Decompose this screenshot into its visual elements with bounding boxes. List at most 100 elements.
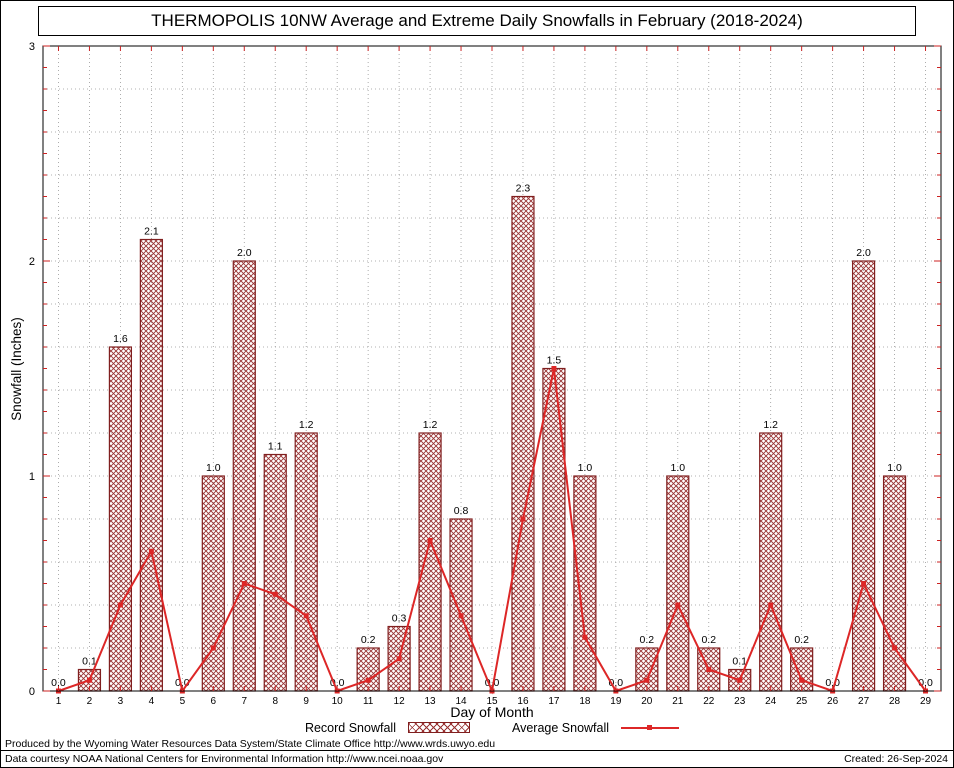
record-bar bbox=[573, 475, 597, 692]
y-tick-labels: 0 1 2 3 bbox=[29, 41, 35, 698]
x-tick-label: 12 bbox=[394, 696, 406, 707]
record-bar bbox=[139, 238, 163, 692]
record-bar bbox=[666, 475, 690, 692]
bar-value-label: 1.0 bbox=[887, 462, 902, 474]
x-tick-label: 2 bbox=[87, 696, 93, 707]
average-point bbox=[117, 602, 123, 608]
average-point bbox=[768, 602, 774, 608]
x-tick-label: 9 bbox=[303, 696, 309, 707]
y-tick-label: 2 bbox=[29, 256, 35, 268]
x-tick-label: 19 bbox=[610, 696, 622, 707]
x-tick-labels: 1 2 3 4 5 6 7 8 9 10 11 12 13 14 15 16 17 18 19 20 21 22 23 24 2… bbox=[56, 696, 932, 707]
bar-value-label: 2.3 bbox=[516, 183, 531, 195]
x-tick-label: 20 bbox=[641, 696, 653, 707]
record-bar bbox=[511, 195, 535, 692]
x-tick-label: 16 bbox=[517, 696, 529, 707]
average-point bbox=[365, 677, 371, 683]
x-tick-label: 15 bbox=[486, 696, 498, 707]
record-bar bbox=[108, 346, 133, 692]
x-tick-label: 10 bbox=[332, 696, 344, 707]
bar-value-label: 1.0 bbox=[670, 462, 685, 474]
bar-value-label: 1.2 bbox=[763, 419, 778, 431]
record-bar bbox=[449, 518, 473, 692]
bar-value-label: 2.0 bbox=[856, 247, 871, 259]
x-tick-label: 13 bbox=[425, 696, 437, 707]
bar-value-label: 0.0 bbox=[51, 677, 66, 689]
y-tick-label: 1 bbox=[29, 471, 35, 483]
legend: Record Snowfall Average Snowfall bbox=[43, 720, 941, 735]
y-tick-label: 3 bbox=[29, 41, 35, 53]
legend-point-marker bbox=[647, 725, 653, 730]
y-tick-label: 0 bbox=[29, 686, 35, 698]
x-tick-label: 25 bbox=[796, 696, 808, 707]
legend-record-swatch bbox=[407, 722, 470, 733]
average-point bbox=[675, 602, 681, 608]
bar-value-label: 1.2 bbox=[299, 419, 314, 431]
average-point bbox=[427, 538, 433, 543]
footer-created-date: Created: 26-Sep-2024 bbox=[844, 753, 948, 765]
footer-divider bbox=[1, 750, 953, 751]
x-axis-label: Day of Month bbox=[450, 704, 534, 720]
x-tick-label: 21 bbox=[672, 696, 684, 707]
bar-value-label: 1.1 bbox=[268, 441, 283, 453]
bar-value-label: 0.1 bbox=[82, 656, 97, 668]
y-axis-label: Snowfall (Inches) bbox=[9, 317, 24, 421]
average-point bbox=[241, 581, 247, 586]
x-tick-label: 26 bbox=[827, 696, 839, 707]
record-bars bbox=[77, 195, 907, 692]
bar-value-label: 1.2 bbox=[423, 419, 438, 431]
footer-data-courtesy: Data courtesy NOAA National Centers for … bbox=[5, 753, 444, 765]
average-point bbox=[458, 613, 464, 619]
x-tick-label: 17 bbox=[548, 696, 560, 707]
average-point bbox=[737, 677, 743, 683]
record-bar bbox=[759, 432, 783, 692]
legend-average-label: Average Snowfall bbox=[511, 720, 610, 735]
x-tick-label: 1 bbox=[56, 696, 62, 707]
record-bar bbox=[418, 432, 442, 692]
x-tick-label: 22 bbox=[703, 696, 715, 707]
bar-value-label: 1.5 bbox=[547, 355, 562, 367]
bar-value-label: 0.2 bbox=[794, 634, 809, 646]
bar-value-label: 0.3 bbox=[392, 613, 407, 625]
bar-value-label: 1.0 bbox=[578, 462, 593, 474]
record-bar bbox=[790, 647, 814, 692]
gridlines bbox=[43, 46, 941, 691]
x-tick-label: 3 bbox=[118, 696, 124, 707]
average-point bbox=[520, 516, 526, 522]
x-tick-label: 29 bbox=[920, 696, 932, 707]
x-tick-label: 14 bbox=[455, 696, 467, 707]
legend-spacer bbox=[482, 727, 500, 728]
average-point bbox=[148, 548, 154, 554]
x-tick-label: 7 bbox=[241, 696, 247, 707]
record-bar bbox=[635, 647, 659, 692]
average-point bbox=[799, 677, 805, 683]
average-point bbox=[272, 591, 278, 597]
record-bar bbox=[851, 260, 876, 692]
average-point bbox=[86, 677, 92, 683]
bar-value-label: 0.2 bbox=[361, 634, 376, 646]
axis-ticks bbox=[43, 45, 941, 692]
x-tick-label: 28 bbox=[889, 696, 901, 707]
record-bar bbox=[542, 367, 566, 692]
average-point bbox=[303, 613, 309, 619]
record-bar bbox=[356, 647, 380, 692]
x-tick-label: 6 bbox=[211, 696, 217, 707]
x-tick-label: 8 bbox=[272, 696, 278, 707]
bar-value-label: 1.0 bbox=[206, 462, 221, 474]
legend-average-swatch bbox=[621, 722, 680, 733]
bar-value-label: 0.2 bbox=[640, 634, 655, 646]
bar-value-label: 2.0 bbox=[237, 247, 252, 259]
average-point bbox=[892, 645, 898, 651]
average-point bbox=[396, 656, 402, 662]
bar-value-label: 1.6 bbox=[113, 333, 128, 345]
average-point bbox=[644, 677, 650, 683]
average-point bbox=[210, 645, 216, 651]
record-bar bbox=[232, 260, 256, 692]
chart-title: THERMOPOLIS 10NW Average and Extreme Dai… bbox=[38, 6, 916, 36]
x-tick-label: 23 bbox=[734, 696, 746, 707]
record-bar bbox=[294, 432, 318, 692]
average-point bbox=[582, 634, 588, 640]
x-tick-label: 5 bbox=[180, 696, 186, 707]
record-bar bbox=[263, 453, 287, 692]
